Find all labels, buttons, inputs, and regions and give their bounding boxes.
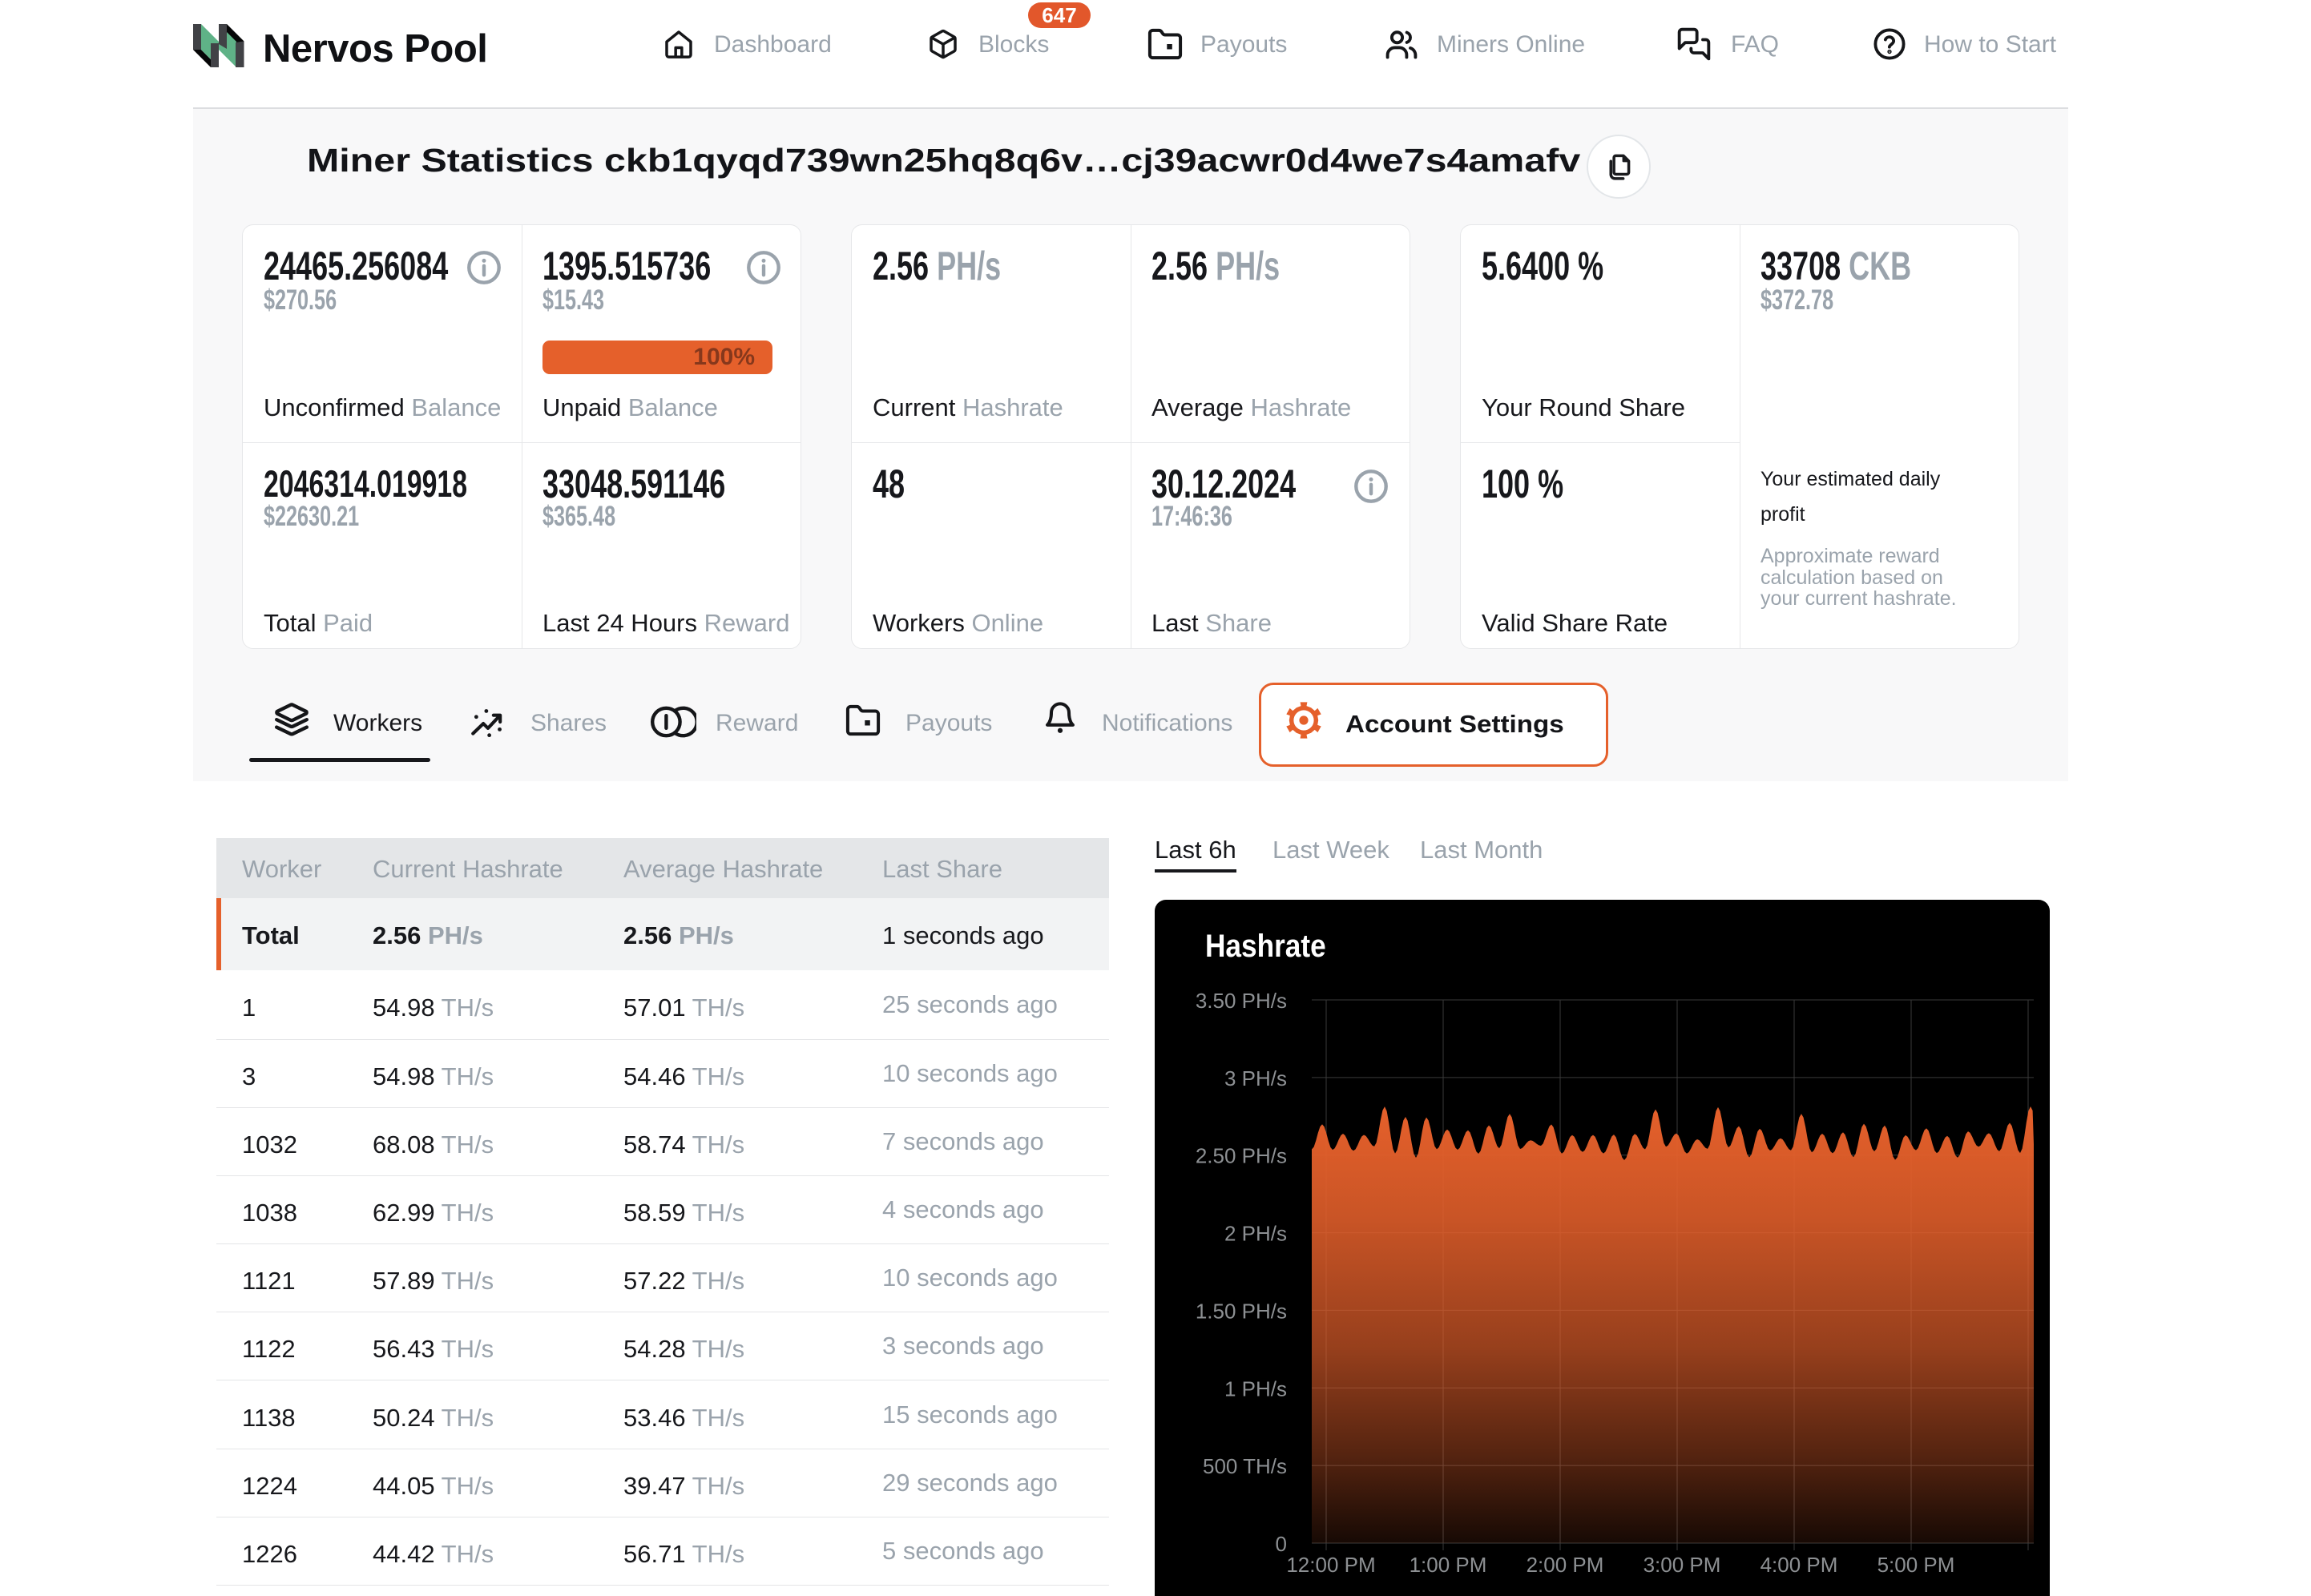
svg-text:4:00 PM: 4:00 PM	[1760, 1553, 1838, 1577]
svg-text:0: 0	[1276, 1532, 1287, 1556]
svg-text:1:00 PM: 1:00 PM	[1410, 1553, 1487, 1577]
svg-text:2.50 PH/s: 2.50 PH/s	[1196, 1144, 1287, 1168]
svg-text:5:00 PM: 5:00 PM	[1877, 1553, 1955, 1577]
svg-text:3.50 PH/s: 3.50 PH/s	[1196, 989, 1287, 1013]
svg-text:12:00 PM: 12:00 PM	[1286, 1553, 1375, 1577]
svg-text:2 PH/s: 2 PH/s	[1224, 1222, 1287, 1246]
svg-text:3:00 PM: 3:00 PM	[1644, 1553, 1721, 1577]
svg-text:2:00 PM: 2:00 PM	[1527, 1553, 1604, 1577]
svg-text:1.50 PH/s: 1.50 PH/s	[1196, 1299, 1287, 1323]
svg-text:1 PH/s: 1 PH/s	[1224, 1376, 1287, 1401]
svg-text:500 TH/s: 500 TH/s	[1203, 1454, 1287, 1478]
svg-text:3 PH/s: 3 PH/s	[1224, 1066, 1287, 1090]
